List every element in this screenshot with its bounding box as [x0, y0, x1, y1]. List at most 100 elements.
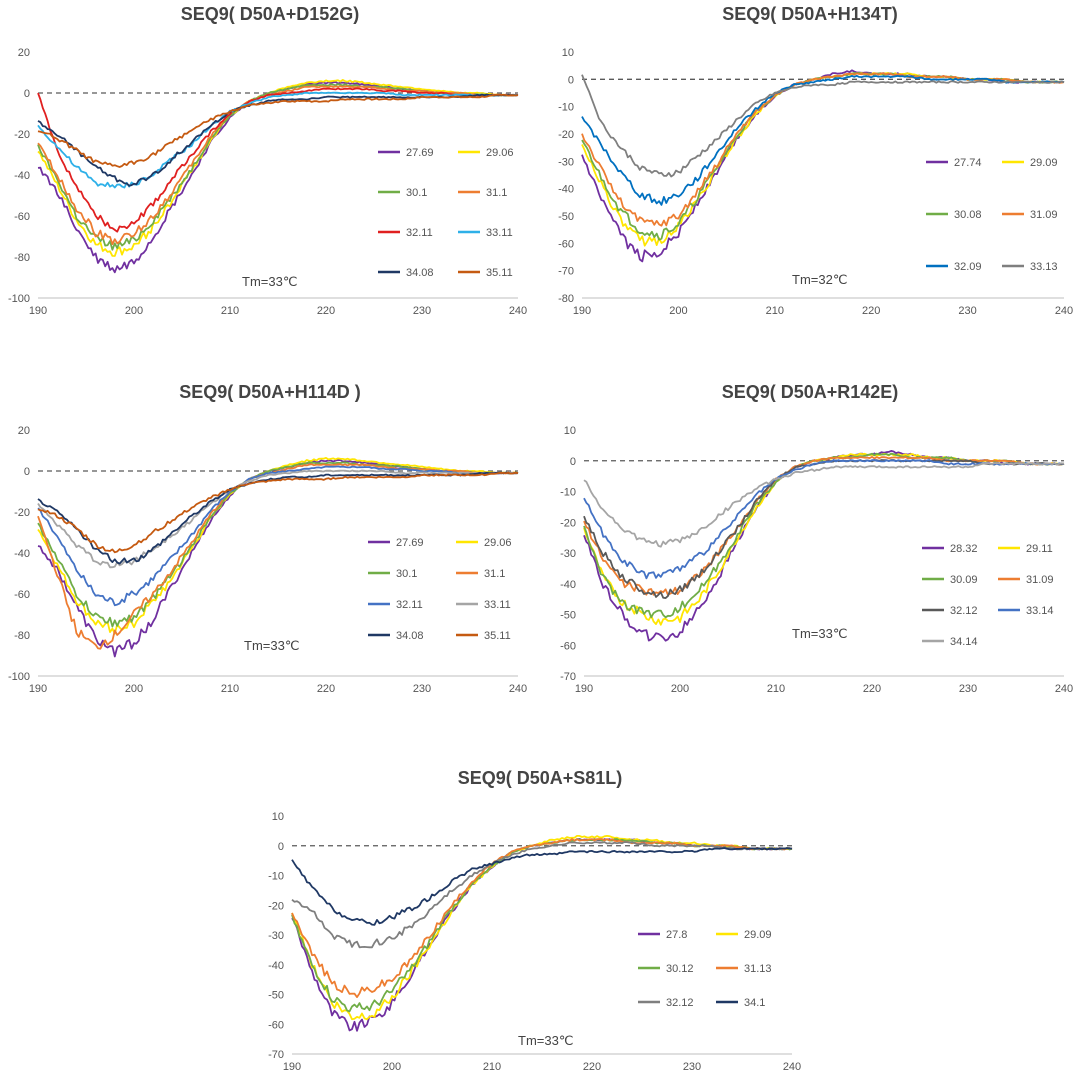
- legend-label: 30.12: [666, 963, 694, 975]
- x-tick-label: 220: [862, 305, 880, 317]
- y-tick-label: -60: [14, 211, 30, 223]
- legend-label: 31.1: [484, 568, 505, 580]
- legend-label: 27.69: [396, 537, 424, 549]
- series-line-30-08: [581, 72, 1065, 241]
- y-tick-label: -80: [14, 252, 30, 264]
- y-tick-label: -40: [14, 170, 30, 182]
- y-tick-label: -20: [268, 900, 284, 912]
- series-line-33-14: [583, 459, 1065, 580]
- legend-label: 30.08: [954, 209, 982, 221]
- legend-label: 35.11: [484, 630, 511, 642]
- y-tick-label: 0: [568, 74, 574, 86]
- y-tick-label: -100: [8, 671, 30, 683]
- x-tick-label: 190: [29, 683, 47, 695]
- y-tick-label: 20: [18, 47, 30, 59]
- y-tick-label: -70: [558, 266, 574, 278]
- legend-label: 33.13: [1030, 261, 1058, 273]
- series-line-35-11: [37, 471, 519, 554]
- x-tick-label: 220: [583, 1061, 601, 1073]
- series-line-35-11: [37, 93, 519, 168]
- y-tick-label: -50: [558, 211, 574, 223]
- y-tick-label: -70: [268, 1049, 284, 1061]
- series-line-32-11: [37, 465, 519, 607]
- y-tick-label: -60: [560, 640, 576, 652]
- y-tick-label: -20: [558, 129, 574, 141]
- x-tick-label: 210: [766, 305, 784, 317]
- legend-label: 32.12: [666, 997, 694, 1009]
- series-line-32-11: [37, 87, 519, 233]
- x-tick-label: 200: [669, 305, 687, 317]
- legend-label: 30.1: [406, 187, 427, 199]
- x-tick-label: 220: [317, 683, 335, 695]
- legend-label: 34.14: [950, 636, 978, 648]
- y-tick-label: -30: [560, 548, 576, 560]
- y-tick-label: -50: [560, 610, 576, 622]
- chart-title: SEQ9( D50A+S81L): [457, 768, 623, 788]
- legend-label: 27.8: [666, 929, 687, 941]
- y-tick-label: -70: [560, 671, 576, 683]
- y-tick-label: -60: [14, 589, 30, 601]
- y-tick-label: -40: [268, 960, 284, 972]
- legend-label: 30.1: [396, 568, 417, 580]
- x-tick-label: 240: [1055, 305, 1073, 317]
- y-tick-label: -10: [268, 871, 284, 883]
- x-tick-label: 190: [29, 305, 47, 317]
- x-tick-label: 200: [125, 683, 143, 695]
- y-tick-label: -80: [558, 293, 574, 305]
- legend-label: 31.1: [486, 187, 507, 199]
- legend-label: 34.08: [396, 630, 424, 642]
- legend-label: 29.09: [1030, 157, 1058, 169]
- x-tick-label: 190: [573, 305, 591, 317]
- x-tick-label: 240: [509, 305, 527, 317]
- y-tick-label: -100: [8, 293, 30, 305]
- legend-label: 29.06: [484, 537, 512, 549]
- x-tick-label: 220: [317, 305, 335, 317]
- y-tick-label: 0: [24, 88, 30, 100]
- chart-panel-h114d: SEQ9( D50A+H114D ) 20 0 -20 -40 -60 -80 -100 19…: [0, 378, 540, 708]
- legend-label: 32.09: [954, 261, 982, 273]
- x-tick-label: 210: [483, 1061, 501, 1073]
- series-line-32-12: [291, 841, 793, 949]
- chart-panel-d152g: SEQ9( D50A+D152G) 20 0 -20 -40 -60 -80 -100 190…: [0, 0, 540, 330]
- x-tick-label: 230: [413, 683, 431, 695]
- series-line-31-09: [581, 72, 1065, 227]
- y-tick-label: -40: [558, 184, 574, 196]
- y-tick-label: 20: [18, 425, 30, 437]
- y-tick-label: -60: [558, 238, 574, 250]
- y-tick-label: -40: [560, 579, 576, 591]
- x-tick-label: 230: [683, 1061, 701, 1073]
- legend-label: 31.09: [1030, 209, 1058, 221]
- x-tick-label: 190: [575, 683, 593, 695]
- y-tick-label: 10: [272, 811, 284, 823]
- y-tick-label: -10: [560, 487, 576, 499]
- chart-panel-s81l: SEQ9( D50A+S81L) 10 0 -10 -20 -30 -40 -50 -60 -7…: [268, 756, 810, 1086]
- legend-label: 27.74: [954, 157, 982, 169]
- legend-label: 31.09: [1026, 574, 1054, 586]
- x-tick-label: 190: [283, 1061, 301, 1073]
- y-tick-label: -50: [268, 990, 284, 1002]
- legend-label: 34.1: [744, 997, 765, 1009]
- x-tick-label: 210: [221, 683, 239, 695]
- series-line-33-13: [581, 74, 1065, 178]
- series-line-31-13: [291, 838, 793, 999]
- legend-label: 30.09: [950, 574, 978, 586]
- series-line-31-1: [37, 85, 519, 246]
- legend-label: 32.12: [950, 605, 978, 617]
- x-tick-label: 230: [958, 305, 976, 317]
- series-line-27-74: [581, 69, 1065, 263]
- series-line-32-09: [581, 74, 1065, 206]
- legend-label: 29.09: [744, 929, 772, 941]
- series-line-34-1: [291, 847, 793, 926]
- legend-label: 31.13: [744, 963, 772, 975]
- y-tick-label: 0: [278, 841, 284, 853]
- x-tick-label: 200: [125, 305, 143, 317]
- legend-label: 32.11: [396, 599, 423, 611]
- y-tick-label: -30: [558, 156, 574, 168]
- y-tick-label: 10: [562, 47, 574, 59]
- x-tick-label: 210: [221, 305, 239, 317]
- legend-label: 33.11: [484, 599, 511, 611]
- x-tick-label: 220: [863, 683, 881, 695]
